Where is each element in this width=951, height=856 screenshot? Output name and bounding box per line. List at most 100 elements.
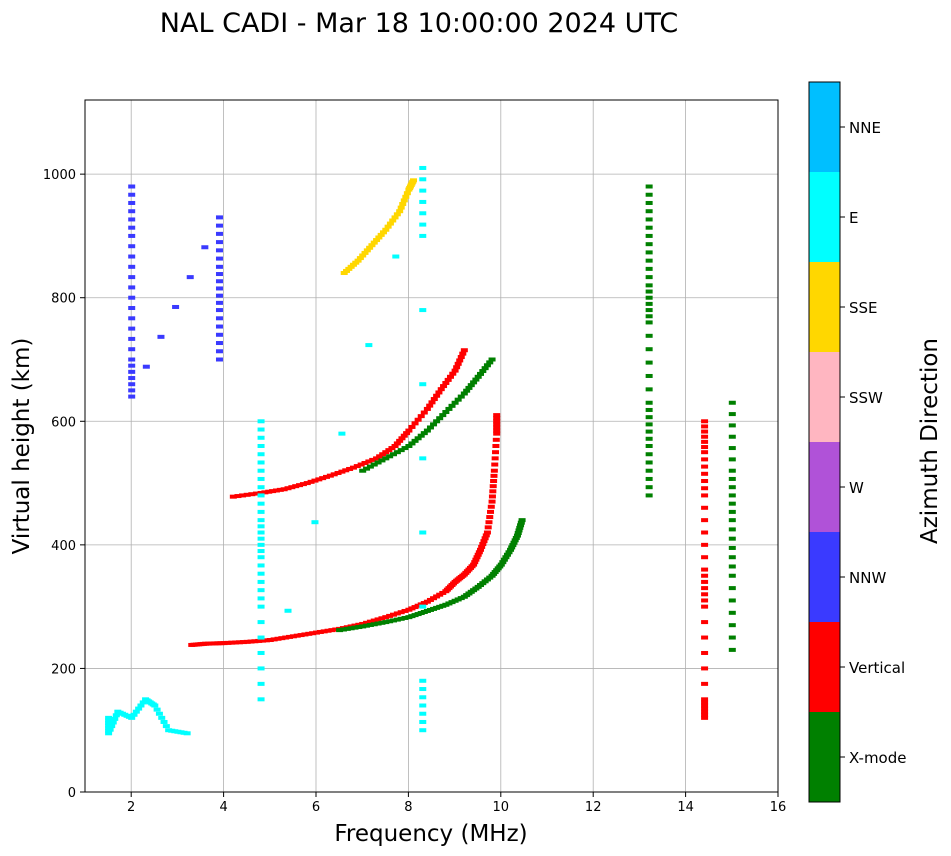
x-tick-label: 16 bbox=[770, 800, 787, 815]
echo-point bbox=[701, 450, 709, 455]
echo-point bbox=[467, 383, 475, 388]
echo-point bbox=[728, 555, 736, 560]
echo-point bbox=[257, 518, 265, 523]
echo-point bbox=[488, 499, 496, 504]
echo-point bbox=[257, 524, 265, 529]
echo-point bbox=[391, 444, 399, 448]
echo-point bbox=[502, 555, 510, 560]
echo-point bbox=[457, 355, 465, 360]
echo-point bbox=[701, 697, 709, 702]
echo-point bbox=[510, 540, 518, 545]
echo-point bbox=[728, 573, 736, 578]
echo-point bbox=[403, 191, 411, 196]
echo-point bbox=[728, 527, 736, 532]
colorbar-category-label: NNE bbox=[849, 119, 881, 137]
echo-point bbox=[278, 636, 286, 641]
echo-point bbox=[111, 716, 119, 721]
echo-point bbox=[493, 416, 501, 421]
echo-point bbox=[728, 468, 736, 473]
echo-point bbox=[311, 478, 319, 483]
echo-point bbox=[284, 486, 292, 491]
echo-point bbox=[701, 439, 709, 444]
echo-point bbox=[701, 567, 709, 572]
echo-point bbox=[215, 286, 223, 291]
echo-point bbox=[728, 412, 736, 417]
echo-point bbox=[172, 304, 180, 309]
echo-point bbox=[419, 233, 427, 238]
y-tick-label: 0 bbox=[68, 786, 76, 801]
echo-point bbox=[289, 634, 297, 639]
echo-point bbox=[493, 425, 501, 430]
echo-point bbox=[436, 416, 444, 421]
echo-point bbox=[479, 542, 487, 547]
echo-point bbox=[426, 425, 434, 430]
echo-trace bbox=[257, 165, 427, 733]
colorbar-segment bbox=[809, 82, 840, 172]
echo-point bbox=[296, 483, 304, 488]
echo-point bbox=[393, 617, 401, 622]
echo-point bbox=[423, 428, 431, 433]
echo-point bbox=[701, 505, 709, 510]
echo-trace bbox=[701, 419, 709, 720]
y-tick-label: 1000 bbox=[43, 168, 76, 183]
echo-point bbox=[454, 397, 462, 402]
echo-point bbox=[135, 706, 143, 711]
echo-point bbox=[297, 633, 305, 638]
echo-point bbox=[490, 473, 498, 478]
echo-point bbox=[426, 403, 434, 408]
echo-point bbox=[728, 423, 736, 428]
echo-point bbox=[340, 271, 348, 275]
echo-point bbox=[701, 650, 709, 655]
echo-point bbox=[366, 622, 374, 627]
echo-point bbox=[361, 250, 369, 255]
echo-point bbox=[701, 598, 709, 603]
echo-point bbox=[728, 635, 736, 640]
echo-point bbox=[645, 233, 653, 238]
echo-point bbox=[215, 231, 223, 236]
echo-point bbox=[405, 428, 413, 433]
echo-point bbox=[419, 456, 427, 461]
echo-point bbox=[355, 622, 363, 627]
echo-point bbox=[645, 476, 653, 481]
echo-point bbox=[370, 462, 378, 467]
echo-point bbox=[347, 264, 355, 269]
echo-point bbox=[399, 202, 407, 207]
echo-point bbox=[284, 608, 292, 613]
colorbar-label: Azimuth Direction bbox=[917, 338, 943, 544]
echo-point bbox=[701, 486, 709, 491]
echo-point bbox=[396, 438, 404, 443]
colorbar-category-label: SSE bbox=[849, 299, 878, 317]
echo-point bbox=[398, 436, 406, 441]
echo-point bbox=[445, 406, 453, 411]
echo-point bbox=[386, 619, 394, 624]
echo-point bbox=[368, 243, 376, 248]
echo-point bbox=[402, 194, 410, 199]
echo-point bbox=[444, 377, 452, 382]
echo-point bbox=[403, 431, 411, 436]
echo-point bbox=[701, 530, 709, 535]
echo-point bbox=[442, 410, 450, 415]
echo-point bbox=[382, 450, 390, 455]
echo-point bbox=[507, 547, 515, 552]
echo-point bbox=[511, 538, 519, 543]
echo-point bbox=[105, 718, 113, 723]
echo-point bbox=[460, 348, 468, 353]
echo-point bbox=[374, 460, 382, 465]
echo-point bbox=[215, 308, 223, 313]
echo-point bbox=[347, 626, 355, 631]
echo-point bbox=[446, 374, 454, 379]
echo-point bbox=[419, 711, 427, 716]
echo-point bbox=[479, 369, 487, 374]
echo-point bbox=[160, 719, 168, 724]
echo-point bbox=[236, 640, 243, 645]
echo-point bbox=[343, 626, 351, 631]
echo-point bbox=[257, 476, 265, 481]
echo-point bbox=[338, 431, 346, 436]
echo-point bbox=[373, 456, 381, 461]
echo-point bbox=[128, 264, 136, 269]
echo-point bbox=[128, 285, 136, 290]
x-tick-label: 10 bbox=[493, 800, 510, 815]
echo-point bbox=[488, 494, 496, 499]
echo-point bbox=[645, 184, 653, 189]
echo-point bbox=[257, 536, 265, 541]
